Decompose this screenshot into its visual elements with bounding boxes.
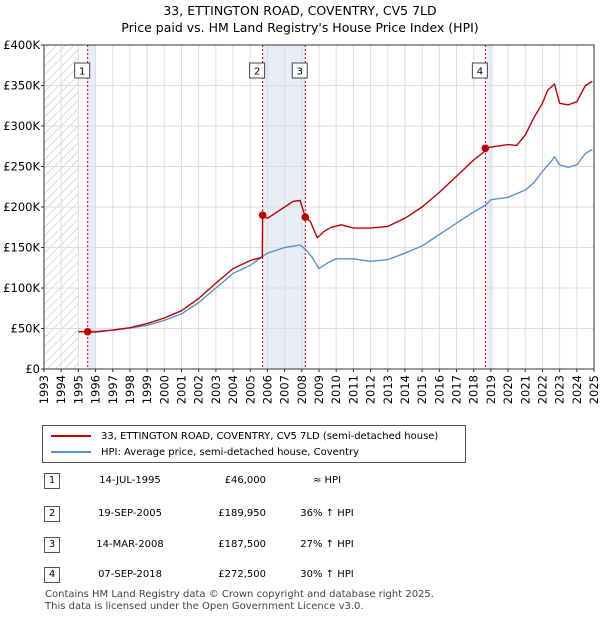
x-tick-label: 2007	[278, 375, 292, 404]
sale-number-box	[74, 62, 91, 79]
sale-number-label: 4	[477, 67, 483, 78]
x-tick-label: 2016	[432, 375, 446, 404]
x-tick-label: 1998	[123, 375, 137, 404]
hpi-line	[78, 148, 593, 333]
sale-point	[83, 327, 92, 336]
transaction-price: £46,000	[224, 475, 266, 486]
x-tick-label: 2005	[243, 375, 257, 404]
chart-title-line1: 33, ETTINGTON ROAD, COVENTRY, CV5 7LD	[163, 3, 437, 18]
x-tick-label: 2001	[175, 375, 189, 404]
x-tick-label: 2018	[467, 375, 481, 404]
x-tick-label: 2015	[415, 375, 429, 404]
x-tick-label: 2021	[518, 375, 532, 404]
transaction-date: 07-SEP-2018	[98, 569, 162, 580]
transaction-marker: 3	[44, 537, 60, 553]
x-tick-label: 2019	[484, 375, 498, 404]
sale-number-box	[471, 62, 488, 79]
table-row: 1 14-JUL-1995 £46,000 ≈ HPI	[44, 473, 444, 491]
y-tick-label: £50K	[11, 322, 41, 336]
x-tick-label: 2017	[450, 375, 464, 404]
transaction-price: £187,500	[218, 539, 266, 550]
x-tick-label: 2020	[501, 375, 515, 404]
sale-point	[481, 144, 490, 153]
sale-point	[258, 211, 267, 219]
transaction-hpi: 27% ↑ HPI	[300, 539, 354, 550]
x-tick-label: 2003	[209, 375, 223, 404]
x-tick-label: 1997	[106, 375, 120, 404]
sale-point	[301, 213, 310, 221]
x-tick-label: 2010	[329, 375, 343, 404]
legend-label-hpi: HPI: Average price, semi-detached house,…	[101, 446, 360, 458]
y-tick-label: £200K	[3, 200, 40, 214]
legend-item-property: 33, ETTINGTON ROAD, COVENTRY, CV5 7LD (s…	[51, 428, 438, 444]
table-row: 2 19-SEP-2005 £189,950 36% ↑ HPI	[44, 506, 444, 524]
y-tick-label: £0	[25, 362, 40, 376]
legend-label-property: 33, ETTINGTON ROAD, COVENTRY, CV5 7LD (s…	[101, 430, 439, 442]
sale-number-label: 1	[79, 67, 85, 78]
transaction-hpi: 36% ↑ HPI	[300, 508, 354, 519]
x-tick-label: 2012	[364, 375, 378, 404]
transaction-marker: 1	[44, 473, 60, 489]
y-tick-label: £300K	[3, 119, 40, 133]
y-tick-label: £250K	[3, 160, 40, 174]
y-tick-label: £100K	[3, 281, 40, 295]
legend-item-hpi: HPI: Average price, semi-detached house,…	[51, 444, 359, 460]
sale-number-box	[291, 62, 308, 79]
footer-attribution: Contains HM Land Registry data © Crown c…	[45, 589, 434, 613]
chart-title-line2: Price paid vs. HM Land Registry's House …	[121, 20, 479, 35]
x-tick-label: 2008	[295, 375, 309, 404]
y-tick-label: £350K	[3, 79, 40, 93]
x-tick-label: 2000	[157, 375, 171, 404]
x-tick-label: 2023	[553, 375, 567, 404]
chart-title: 33, ETTINGTON ROAD, COVENTRY, CV5 7LD Pr…	[0, 2, 600, 36]
y-tick-label: £400K	[3, 38, 40, 52]
transaction-price: £189,950	[218, 508, 266, 519]
x-tick-label: 1996	[89, 375, 103, 404]
sale-number-box	[249, 62, 266, 79]
transaction-date: 14-JUL-1995	[99, 475, 161, 486]
legend-swatch-property	[51, 435, 91, 437]
price-chart: £0 £50K £100K £150K £200K £250K £300K £350K £400…	[3, 38, 600, 404]
transaction-date: 14-MAR-2008	[96, 539, 164, 550]
x-tick-label: 1995	[71, 375, 85, 404]
chart-legend: 33, ETTINGTON ROAD, COVENTRY, CV5 7LD (s…	[42, 425, 466, 463]
x-tick-label: 1994	[54, 375, 68, 404]
x-tick-label: 2004	[226, 375, 240, 404]
x-tick-label: 2024	[570, 375, 584, 404]
x-tick-label: 2014	[398, 375, 412, 404]
x-tick-label: 2011	[346, 375, 360, 404]
footer-line1: Contains HM Land Registry data © Crown c…	[45, 589, 434, 600]
legend-swatch-hpi	[51, 451, 91, 453]
sale-number-label: 2	[254, 67, 260, 78]
x-tick-label: 1999	[140, 375, 154, 404]
property-line	[78, 80, 593, 333]
transaction-marker: 2	[44, 506, 60, 522]
transaction-hpi: 30% ↑ HPI	[300, 569, 354, 580]
x-tick-label: 2002	[192, 375, 206, 404]
transaction-marker: 4	[44, 567, 60, 583]
x-tick-label: 1993	[37, 375, 51, 404]
plot-frame	[43, 44, 595, 370]
y-tick-label: £150K	[3, 241, 40, 255]
x-tick-label: 2025	[587, 375, 600, 404]
transaction-hpi: ≈ HPI	[312, 475, 342, 486]
sale-number-label: 3	[297, 67, 303, 78]
x-tick-label: 2009	[312, 375, 326, 404]
footer-line2: This data is licensed under the Open Gov…	[45, 601, 364, 612]
transaction-price: £272,500	[218, 569, 266, 580]
table-row: 3 14-MAR-2008 £187,500 27% ↑ HPI	[44, 537, 444, 555]
table-row: 4 07-SEP-2018 £272,500 30% ↑ HPI	[44, 567, 444, 585]
x-tick-label: 2022	[535, 375, 549, 404]
transaction-date: 19-SEP-2005	[98, 508, 162, 519]
x-tick-label: 2013	[381, 375, 395, 404]
x-tick-label: 2006	[260, 375, 274, 404]
